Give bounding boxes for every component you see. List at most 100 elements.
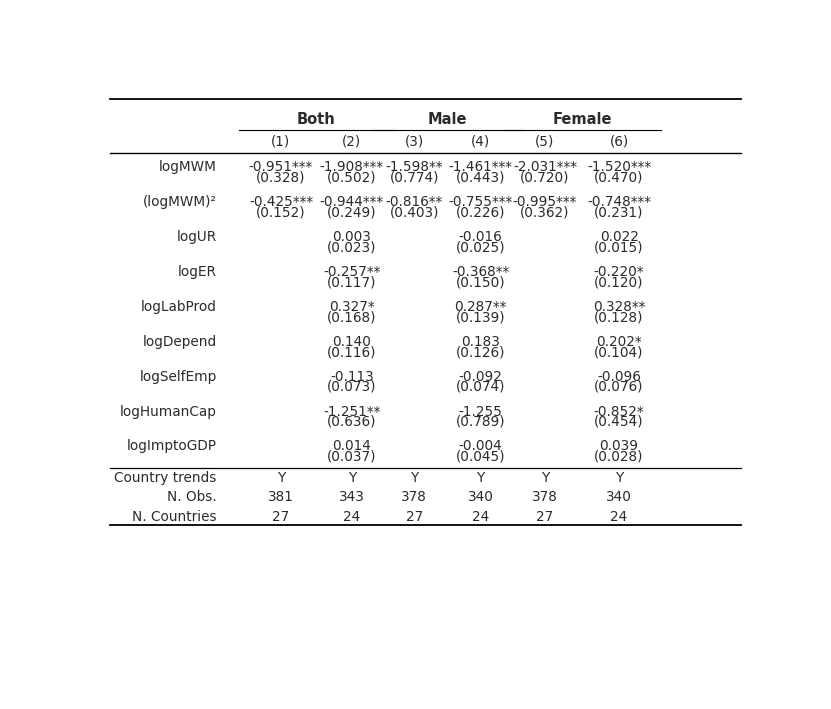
- Text: 0.014: 0.014: [332, 440, 371, 454]
- Text: Both: Both: [297, 112, 336, 127]
- Text: -0.016: -0.016: [459, 230, 503, 244]
- Text: (1): (1): [272, 134, 291, 148]
- Text: (0.128): (0.128): [594, 310, 644, 324]
- Text: Y: Y: [277, 471, 285, 485]
- Text: (0.470): (0.470): [594, 170, 644, 184]
- Text: logMWM: logMWM: [159, 160, 217, 174]
- Text: (0.443): (0.443): [456, 170, 505, 184]
- Text: 0.202*: 0.202*: [597, 335, 642, 349]
- Text: logSelfEmp: logSelfEmp: [140, 369, 217, 384]
- Text: logLabProd: logLabProd: [140, 300, 217, 313]
- Text: -0.755***: -0.755***: [449, 195, 513, 209]
- Text: (0.152): (0.152): [256, 206, 306, 219]
- Text: logUR: logUR: [176, 230, 217, 244]
- Text: -0.425***: -0.425***: [249, 195, 313, 209]
- Text: 24: 24: [611, 510, 627, 524]
- Text: -0.816**: -0.816**: [386, 195, 443, 209]
- Text: -1.520***: -1.520***: [587, 160, 652, 174]
- Text: 0.328**: 0.328**: [593, 300, 646, 313]
- Text: -1.461***: -1.461***: [449, 160, 513, 174]
- Text: (5): (5): [535, 134, 555, 148]
- Text: 0.287**: 0.287**: [455, 300, 507, 313]
- Text: (0.231): (0.231): [594, 206, 644, 219]
- Text: -0.113: -0.113: [330, 369, 374, 384]
- Text: (0.720): (0.720): [520, 170, 570, 184]
- Text: 27: 27: [406, 510, 423, 524]
- Text: (0.116): (0.116): [327, 345, 376, 359]
- Text: -1.908***: -1.908***: [320, 160, 384, 174]
- Text: -1.255: -1.255: [459, 405, 503, 418]
- Text: -0.951***: -0.951***: [248, 160, 313, 174]
- Text: (6): (6): [609, 134, 629, 148]
- Text: logImptoGDP: logImptoGDP: [126, 440, 217, 454]
- Text: (0.074): (0.074): [456, 380, 505, 394]
- Text: (0.168): (0.168): [327, 310, 376, 324]
- Text: (0.045): (0.045): [456, 450, 505, 464]
- Text: (3): (3): [405, 134, 424, 148]
- Text: 0.039: 0.039: [600, 440, 638, 454]
- Text: Y: Y: [541, 471, 549, 485]
- Text: Y: Y: [411, 471, 419, 485]
- Text: 0.183: 0.183: [461, 335, 500, 349]
- Text: (0.362): (0.362): [520, 206, 570, 219]
- Text: Y: Y: [347, 471, 356, 485]
- Text: (0.104): (0.104): [594, 345, 644, 359]
- Text: (0.139): (0.139): [456, 310, 505, 324]
- Text: (0.015): (0.015): [594, 240, 644, 255]
- Text: 340: 340: [468, 490, 494, 504]
- Text: -0.096: -0.096: [597, 369, 641, 384]
- Text: Male: Male: [428, 112, 467, 127]
- Text: -0.004: -0.004: [459, 440, 503, 454]
- Text: (0.328): (0.328): [256, 170, 306, 184]
- Text: -0.944***: -0.944***: [320, 195, 384, 209]
- Text: Female: Female: [553, 112, 612, 127]
- Text: N. Obs.: N. Obs.: [167, 490, 217, 504]
- Text: (0.023): (0.023): [327, 240, 376, 255]
- Text: Y: Y: [615, 471, 623, 485]
- Text: (0.226): (0.226): [456, 206, 505, 219]
- Text: (0.789): (0.789): [456, 415, 505, 429]
- Text: -0.995***: -0.995***: [513, 195, 578, 209]
- Text: (0.126): (0.126): [456, 345, 505, 359]
- Text: logHumanCap: logHumanCap: [120, 405, 217, 418]
- Text: (0.120): (0.120): [594, 275, 644, 289]
- Text: 27: 27: [536, 510, 553, 524]
- Text: 343: 343: [339, 490, 365, 504]
- Text: 378: 378: [401, 490, 427, 504]
- Text: Y: Y: [476, 471, 484, 485]
- Text: (0.636): (0.636): [327, 415, 376, 429]
- Text: -0.220*: -0.220*: [594, 264, 644, 279]
- Text: logDepend: logDepend: [142, 335, 217, 349]
- Text: 24: 24: [343, 510, 361, 524]
- Text: -1.251**: -1.251**: [323, 405, 381, 418]
- Text: -0.748***: -0.748***: [587, 195, 652, 209]
- Text: (4): (4): [471, 134, 490, 148]
- Text: 0.022: 0.022: [600, 230, 638, 244]
- Text: 0.140: 0.140: [332, 335, 371, 349]
- Text: (0.774): (0.774): [390, 170, 439, 184]
- Text: -0.852*: -0.852*: [594, 405, 644, 418]
- Text: (0.403): (0.403): [390, 206, 439, 219]
- Text: (0.454): (0.454): [594, 415, 644, 429]
- Text: Country trends: Country trends: [114, 471, 217, 485]
- Text: (0.028): (0.028): [594, 450, 644, 464]
- Text: (0.150): (0.150): [456, 275, 505, 289]
- Text: (0.076): (0.076): [594, 380, 644, 394]
- Text: 381: 381: [268, 490, 294, 504]
- Text: 0.003: 0.003: [332, 230, 371, 244]
- Text: N. Countries: N. Countries: [132, 510, 217, 524]
- Text: (0.249): (0.249): [327, 206, 376, 219]
- Text: (2): (2): [342, 134, 361, 148]
- Text: 24: 24: [472, 510, 489, 524]
- Text: -0.257**: -0.257**: [323, 264, 381, 279]
- Text: 340: 340: [606, 490, 632, 504]
- Text: (0.117): (0.117): [327, 275, 376, 289]
- Text: (0.502): (0.502): [327, 170, 376, 184]
- Text: -1.598**: -1.598**: [386, 160, 443, 174]
- Text: (0.073): (0.073): [327, 380, 376, 394]
- Text: -2.031***: -2.031***: [513, 160, 577, 174]
- Text: 0.327*: 0.327*: [329, 300, 375, 313]
- Text: 378: 378: [532, 490, 558, 504]
- Text: (0.037): (0.037): [327, 450, 376, 464]
- Text: -0.368**: -0.368**: [452, 264, 509, 279]
